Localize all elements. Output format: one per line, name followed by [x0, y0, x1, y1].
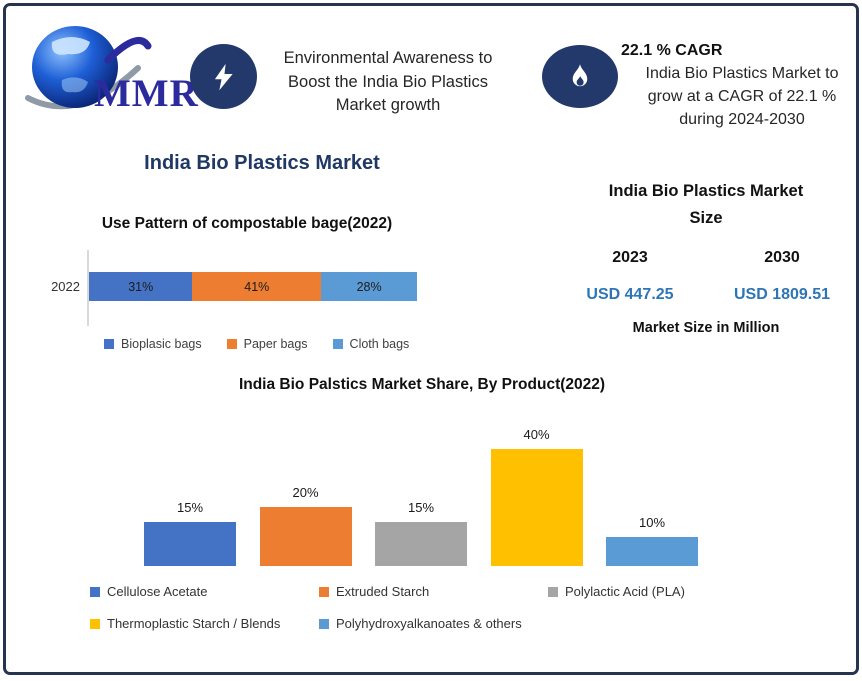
product-bar-group-5: 10% — [606, 515, 698, 566]
market-size-years: 2023 2030 — [554, 249, 856, 267]
page-title: India Bio Plastics Market — [144, 152, 380, 174]
market-size-note: Market Size in Million — [632, 320, 780, 336]
market-size-title-line: India Bio Plastics Market — [608, 182, 804, 200]
stacked-segment-2: 41% — [192, 272, 322, 301]
product-legend-item-5: Polyhydroxyalkanoates & others — [319, 616, 548, 631]
product-legend-item-2: Extruded Starch — [319, 584, 548, 599]
stacked-legend-item-3: Cloth bags — [332, 337, 409, 351]
growth-note: Environmental Awareness to Boost the Ind… — [254, 47, 522, 118]
stacked-chart-title: Use Pattern of compostable bage(2022) — [101, 215, 393, 232]
bar-value-label: 20% — [292, 485, 319, 500]
mmr-logo: MMR — [16, 18, 206, 125]
lightning-icon — [214, 63, 233, 90]
growth-note-line: Environmental Awareness to — [283, 49, 493, 67]
product-bar-plot: 15% 20% 15% 40% 10% — [144, 416, 698, 566]
product-legend-item-3: Polylactic Acid (PLA) — [548, 584, 830, 599]
cagr-line: grow at a CAGR of 22.1 % — [647, 88, 837, 105]
legend-swatch-icon — [90, 586, 100, 597]
legend-swatch-icon — [90, 618, 100, 629]
bar-value-label: 15% — [407, 500, 435, 515]
product-chart-title: India Bio Palstics Market Share, By Prod… — [238, 376, 606, 393]
market-size-title-line: Size — [689, 209, 723, 227]
growth-note-line: Boost the India Bio Plastics — [288, 72, 488, 91]
market-size-panel: India Bio Plastics Market Size 2023 2030… — [554, 178, 856, 348]
product-bar-group-1: 15% — [144, 500, 236, 566]
bar — [375, 522, 467, 566]
product-bar-group-2: 20% — [259, 485, 352, 566]
market-size-title: India Bio Plastics Market Size — [554, 178, 856, 232]
bar-value-label: 40% — [523, 427, 550, 442]
globe-logo-icon: MMR — [25, 26, 199, 115]
product-legend-item-1: Cellulose Acetate — [90, 584, 319, 599]
bar — [490, 449, 583, 566]
stacked-category-label: 2022 — [51, 279, 80, 294]
bar — [259, 507, 352, 566]
stacked-chart-axis — [87, 250, 89, 326]
cagr-line: during 2024-2030 — [679, 111, 805, 128]
product-legend-item-4: Thermoplastic Starch / Blends — [90, 616, 319, 631]
legend-swatch-icon — [319, 618, 329, 629]
stacked-legend-item-2: Paper bags — [226, 337, 308, 351]
logo-text: MMR — [94, 72, 199, 115]
bar-value-label: 10% — [638, 515, 666, 530]
product-legend: Cellulose Acetate Extruded Starch Polylact… — [90, 584, 830, 631]
infographic-frame: MMR Environmental Awareness to Boost the… — [3, 3, 859, 675]
year-2023: 2023 — [612, 249, 648, 266]
value-2030: USD 1809.51 — [733, 286, 831, 303]
cagr-note: 22.1 % CAGR India Bio Plastics Market to… — [621, 40, 856, 131]
product-bar-group-3: 15% — [375, 500, 467, 566]
stacked-bar-track: 31% 41% 28% — [89, 272, 417, 301]
cagr-title: 22.1 % CAGR — [621, 42, 723, 59]
legend-swatch-icon — [226, 339, 237, 349]
stacked-segment-1: 31% — [89, 272, 193, 301]
legend-swatch-icon — [104, 339, 114, 349]
value-2023: USD 447.25 — [586, 286, 674, 303]
growth-note-line: Market growth — [335, 96, 441, 114]
legend-swatch-icon — [332, 339, 343, 349]
cagr-line: India Bio Plastics Market to — [645, 65, 839, 82]
year-2030: 2030 — [764, 249, 800, 266]
flame-icon — [572, 63, 588, 86]
stacked-legend-item-1: Bioplasic bags — [104, 337, 202, 351]
cagr-badge — [542, 45, 618, 108]
market-size-values: USD 447.25 USD 1809.51 — [554, 286, 856, 304]
bar — [144, 522, 236, 566]
legend-swatch-icon — [548, 586, 558, 597]
product-bar-group-4: 40% — [490, 427, 583, 566]
lightning-badge — [190, 44, 257, 109]
stacked-segment-3: 28% — [321, 272, 417, 301]
bar-value-label: 15% — [176, 500, 204, 515]
bar — [606, 537, 698, 566]
stacked-legend: Bioplasic bags Paper bags Cloth bags — [104, 337, 449, 351]
legend-swatch-icon — [319, 586, 329, 597]
